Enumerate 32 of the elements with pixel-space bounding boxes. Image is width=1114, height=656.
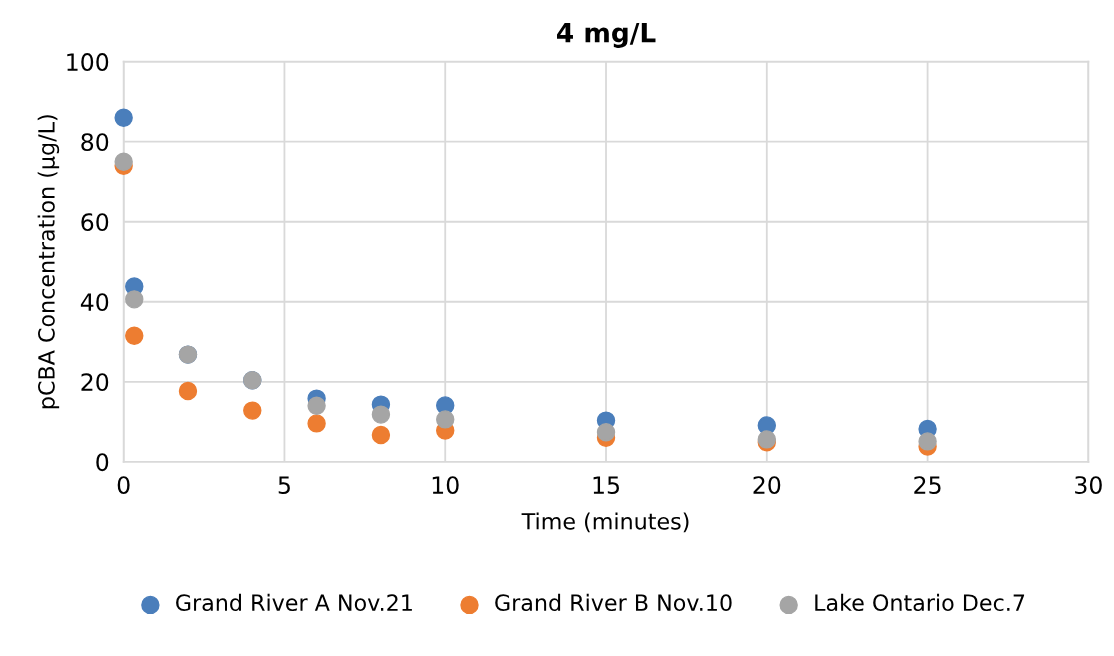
point <box>371 405 391 424</box>
x-axis-title: Time (minutes) <box>521 512 689 533</box>
point <box>178 381 198 401</box>
point <box>918 432 937 451</box>
point <box>307 414 326 433</box>
legend-label: Lake Ontario Dec.7 <box>815 593 1025 612</box>
y-axis-title: pCBA Concentration (µg/L) <box>37 115 60 409</box>
legend-label: Grand River B Nov.10 <box>495 593 732 612</box>
x-tick-label: 15 <box>593 476 619 494</box>
chart-title: 4 mg/L <box>557 22 656 48</box>
point <box>307 396 326 416</box>
x-tick-label: 30 <box>1075 476 1102 494</box>
point <box>125 290 144 309</box>
y-tick-label: 60 <box>81 213 109 232</box>
y-tick-label: 40 <box>80 293 109 312</box>
x-tick-label: 5 <box>278 476 290 494</box>
point <box>371 425 391 445</box>
point <box>243 401 262 420</box>
point <box>436 410 455 429</box>
x-tick-label: 25 <box>914 476 941 494</box>
x-tick-label: 0 <box>117 476 130 494</box>
y-tick-label: 80 <box>81 133 109 151</box>
y-tick-label: 100 <box>67 53 109 71</box>
y-tick-label: 0 <box>96 453 109 472</box>
legend-label: Grand River A Nov.21 <box>176 593 412 612</box>
x-tick-label: 20 <box>753 476 781 494</box>
point <box>114 152 133 171</box>
point <box>114 108 133 127</box>
x-tick-label: 10 <box>432 476 459 494</box>
point <box>125 326 144 345</box>
y-tick-label: 20 <box>81 373 109 392</box>
point <box>596 423 616 442</box>
